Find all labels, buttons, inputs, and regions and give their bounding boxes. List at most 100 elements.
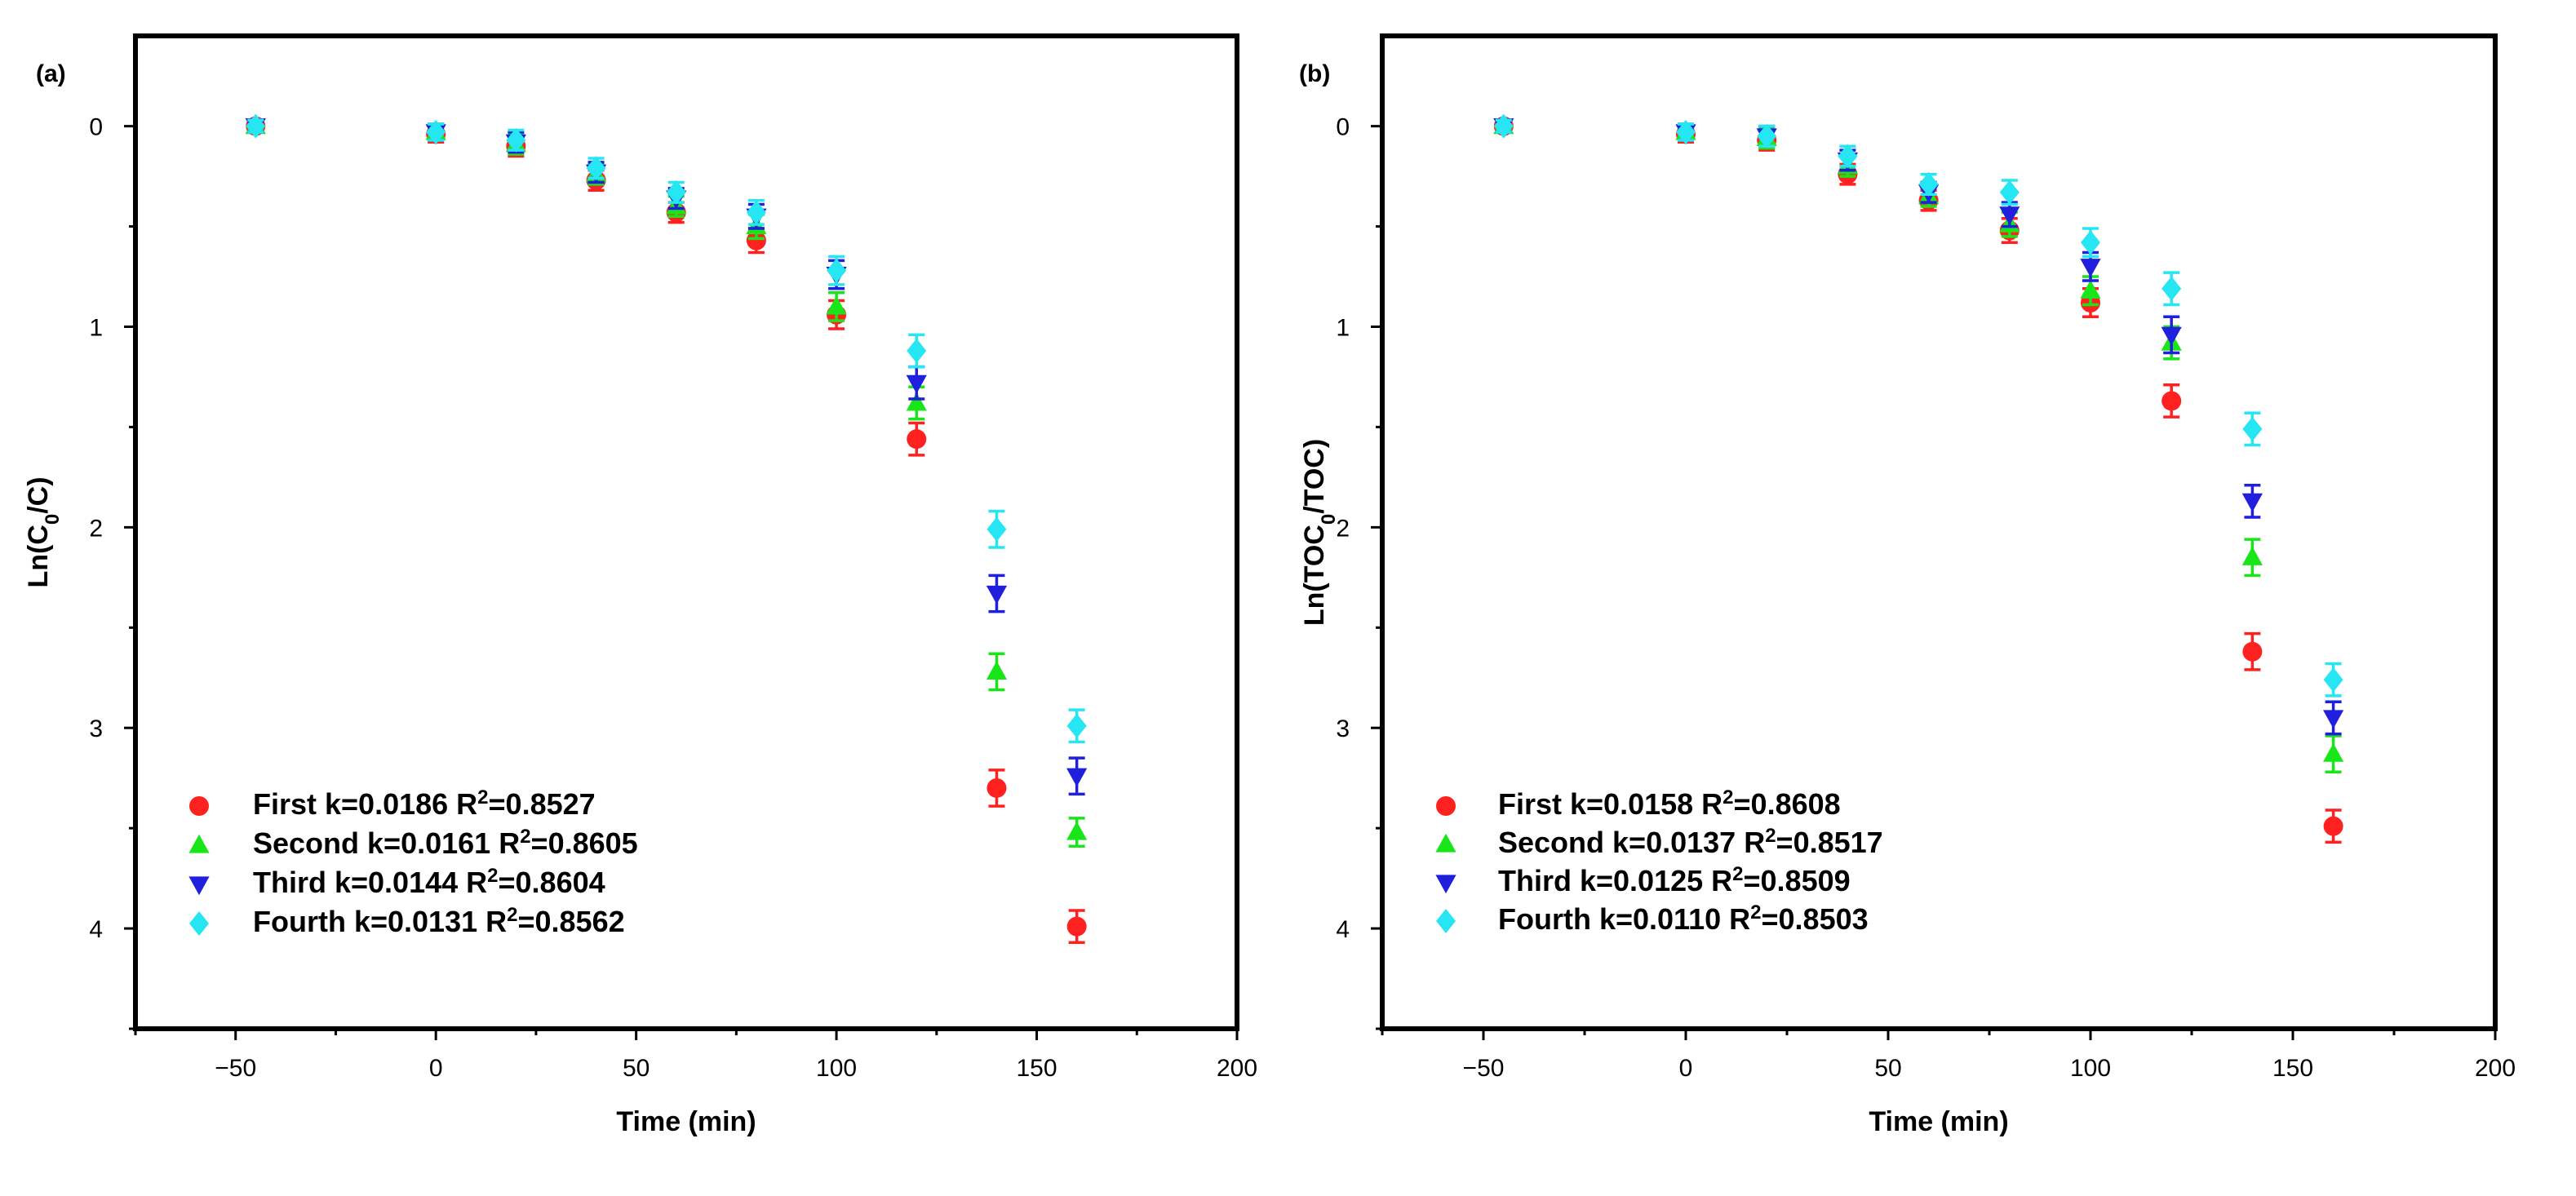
data-point: [1066, 916, 1087, 937]
data-point: [1493, 113, 1514, 139]
legend-marker: [188, 876, 210, 896]
x-tick-label: 50: [623, 1055, 650, 1082]
series-second: [245, 115, 1088, 848]
legend-series-name: Second: [1498, 826, 1612, 859]
data-point: [2161, 326, 2182, 346]
y-tick-label: 2: [1336, 515, 1350, 542]
legend-series-name: Third: [253, 866, 335, 899]
data-point: [1999, 206, 2020, 226]
data-point: [2323, 816, 2343, 836]
data-point: [1918, 171, 1939, 197]
legend-k-value: k=0.0144: [335, 866, 466, 899]
data-point: [1066, 768, 1088, 787]
data-point: [987, 777, 1007, 798]
data-point: [1999, 179, 2020, 205]
y-tick-label: 0: [1336, 114, 1350, 141]
data-point: [907, 338, 927, 363]
legend-entry: First k=0.0158 R2=0.8608: [1498, 786, 1841, 822]
data-point: [827, 258, 847, 283]
legend-r2-value: =0.8562: [517, 905, 624, 938]
legend-entry: Second k=0.0137 R2=0.8517: [1498, 825, 1883, 860]
data-point: [2161, 276, 2182, 301]
legend-series-name: First: [253, 787, 325, 821]
data-point: [746, 200, 766, 225]
legend-k-value: k=0.0110: [1599, 902, 1729, 936]
data-point: [506, 127, 526, 153]
data-point: [2080, 259, 2101, 277]
series-first: [1493, 116, 2343, 844]
data-point: [2161, 391, 2182, 411]
data-point: [1066, 713, 1087, 738]
data-point: [1676, 120, 1696, 145]
legend-r-symbol: R: [1729, 902, 1750, 936]
data-point: [746, 230, 766, 250]
legend-marker: [1435, 875, 1456, 894]
series-third: [1493, 118, 2344, 736]
legend-r-superscript: 2: [477, 786, 488, 808]
x-tick-label: 0: [429, 1055, 443, 1082]
legend-entry: Second k=0.0161 R2=0.8605: [253, 826, 638, 861]
data-point: [2242, 416, 2263, 441]
data-point: [666, 179, 686, 205]
x-tick-label: 200: [2475, 1055, 2516, 1082]
legend-r2-value: =0.8604: [499, 866, 605, 899]
y-axis-title-subscript: 0: [1318, 514, 1340, 525]
y-tick-label: 1: [89, 314, 103, 341]
data-point: [426, 120, 446, 145]
legend-r2-value: =0.8517: [1776, 826, 1883, 859]
x-tick-label: 100: [816, 1055, 857, 1082]
data-point: [1757, 123, 1777, 148]
y-tick-label: 4: [89, 916, 103, 943]
data-point: [2241, 547, 2263, 565]
legend-entry: Fourth k=0.0131 R2=0.8562: [253, 904, 625, 939]
x-tick-label: −50: [215, 1055, 256, 1082]
series-third: [245, 118, 1088, 796]
y-tick-label: 3: [1336, 715, 1350, 742]
legend-series-name: Second: [253, 826, 367, 860]
legend-r-superscript: 2: [1750, 901, 1761, 924]
legend-r-symbol: R: [485, 905, 507, 938]
legend-series-name: First: [1498, 787, 1570, 821]
data-point: [2323, 742, 2344, 762]
panel-label: (b): [1299, 60, 1330, 87]
legend-r-superscript: 2: [507, 904, 517, 926]
data-point: [906, 374, 927, 394]
legend-series-name: Fourth: [1498, 902, 1599, 936]
legend-r2-value: =0.8605: [531, 826, 638, 860]
legend-r-symbol: R: [456, 787, 477, 821]
series-second: [1493, 115, 2344, 774]
legend-entry: First k=0.0186 R2=0.8527: [253, 786, 596, 822]
legend-r-symbol: R: [1744, 826, 1765, 859]
legend-entry: Third k=0.0144 R2=0.8604: [253, 865, 605, 900]
chart-panel-b: (b) −50 0 50 100 150 200 0 1 2 3 4 Time (min) Ln(TOC0…: [1273, 0, 2576, 1196]
legend-r-symbol: R: [466, 866, 487, 899]
data-point: [907, 429, 927, 450]
legend-r-superscript: 2: [487, 865, 498, 887]
data-point: [986, 661, 1008, 680]
legend-r-superscript: 2: [520, 826, 530, 848]
legend-r-superscript: 2: [1732, 863, 1743, 885]
x-tick-label: 150: [1017, 1055, 1057, 1082]
series-fourth: [1493, 113, 2343, 698]
legend-k-value: k=0.0158: [1570, 787, 1701, 821]
data-point: [586, 156, 606, 181]
legend-k-value: k=0.0161: [367, 826, 499, 860]
data-point: [2323, 667, 2343, 693]
data-point: [246, 113, 266, 139]
data-point: [2241, 493, 2263, 512]
y-tick-label: 0: [89, 114, 103, 141]
data-point: [1066, 821, 1088, 840]
x-axis-title: Time (min): [616, 1106, 756, 1137]
y-axis-title: Ln(TOC0/TOC): [1299, 439, 1340, 626]
y-axis-title-subscript: 0: [42, 514, 64, 525]
data-point: [986, 585, 1008, 605]
legend-r2-value: =0.8509: [1744, 864, 1851, 897]
data-point: [2242, 641, 2263, 662]
y-tick-label: 2: [89, 515, 103, 542]
y-tick-label: 1: [1336, 314, 1350, 341]
legend-series-name: Fourth: [253, 905, 354, 938]
x-tick-label: 100: [2070, 1055, 2111, 1082]
legend-k-value: k=0.0131: [354, 905, 485, 938]
data-point: [906, 392, 927, 411]
